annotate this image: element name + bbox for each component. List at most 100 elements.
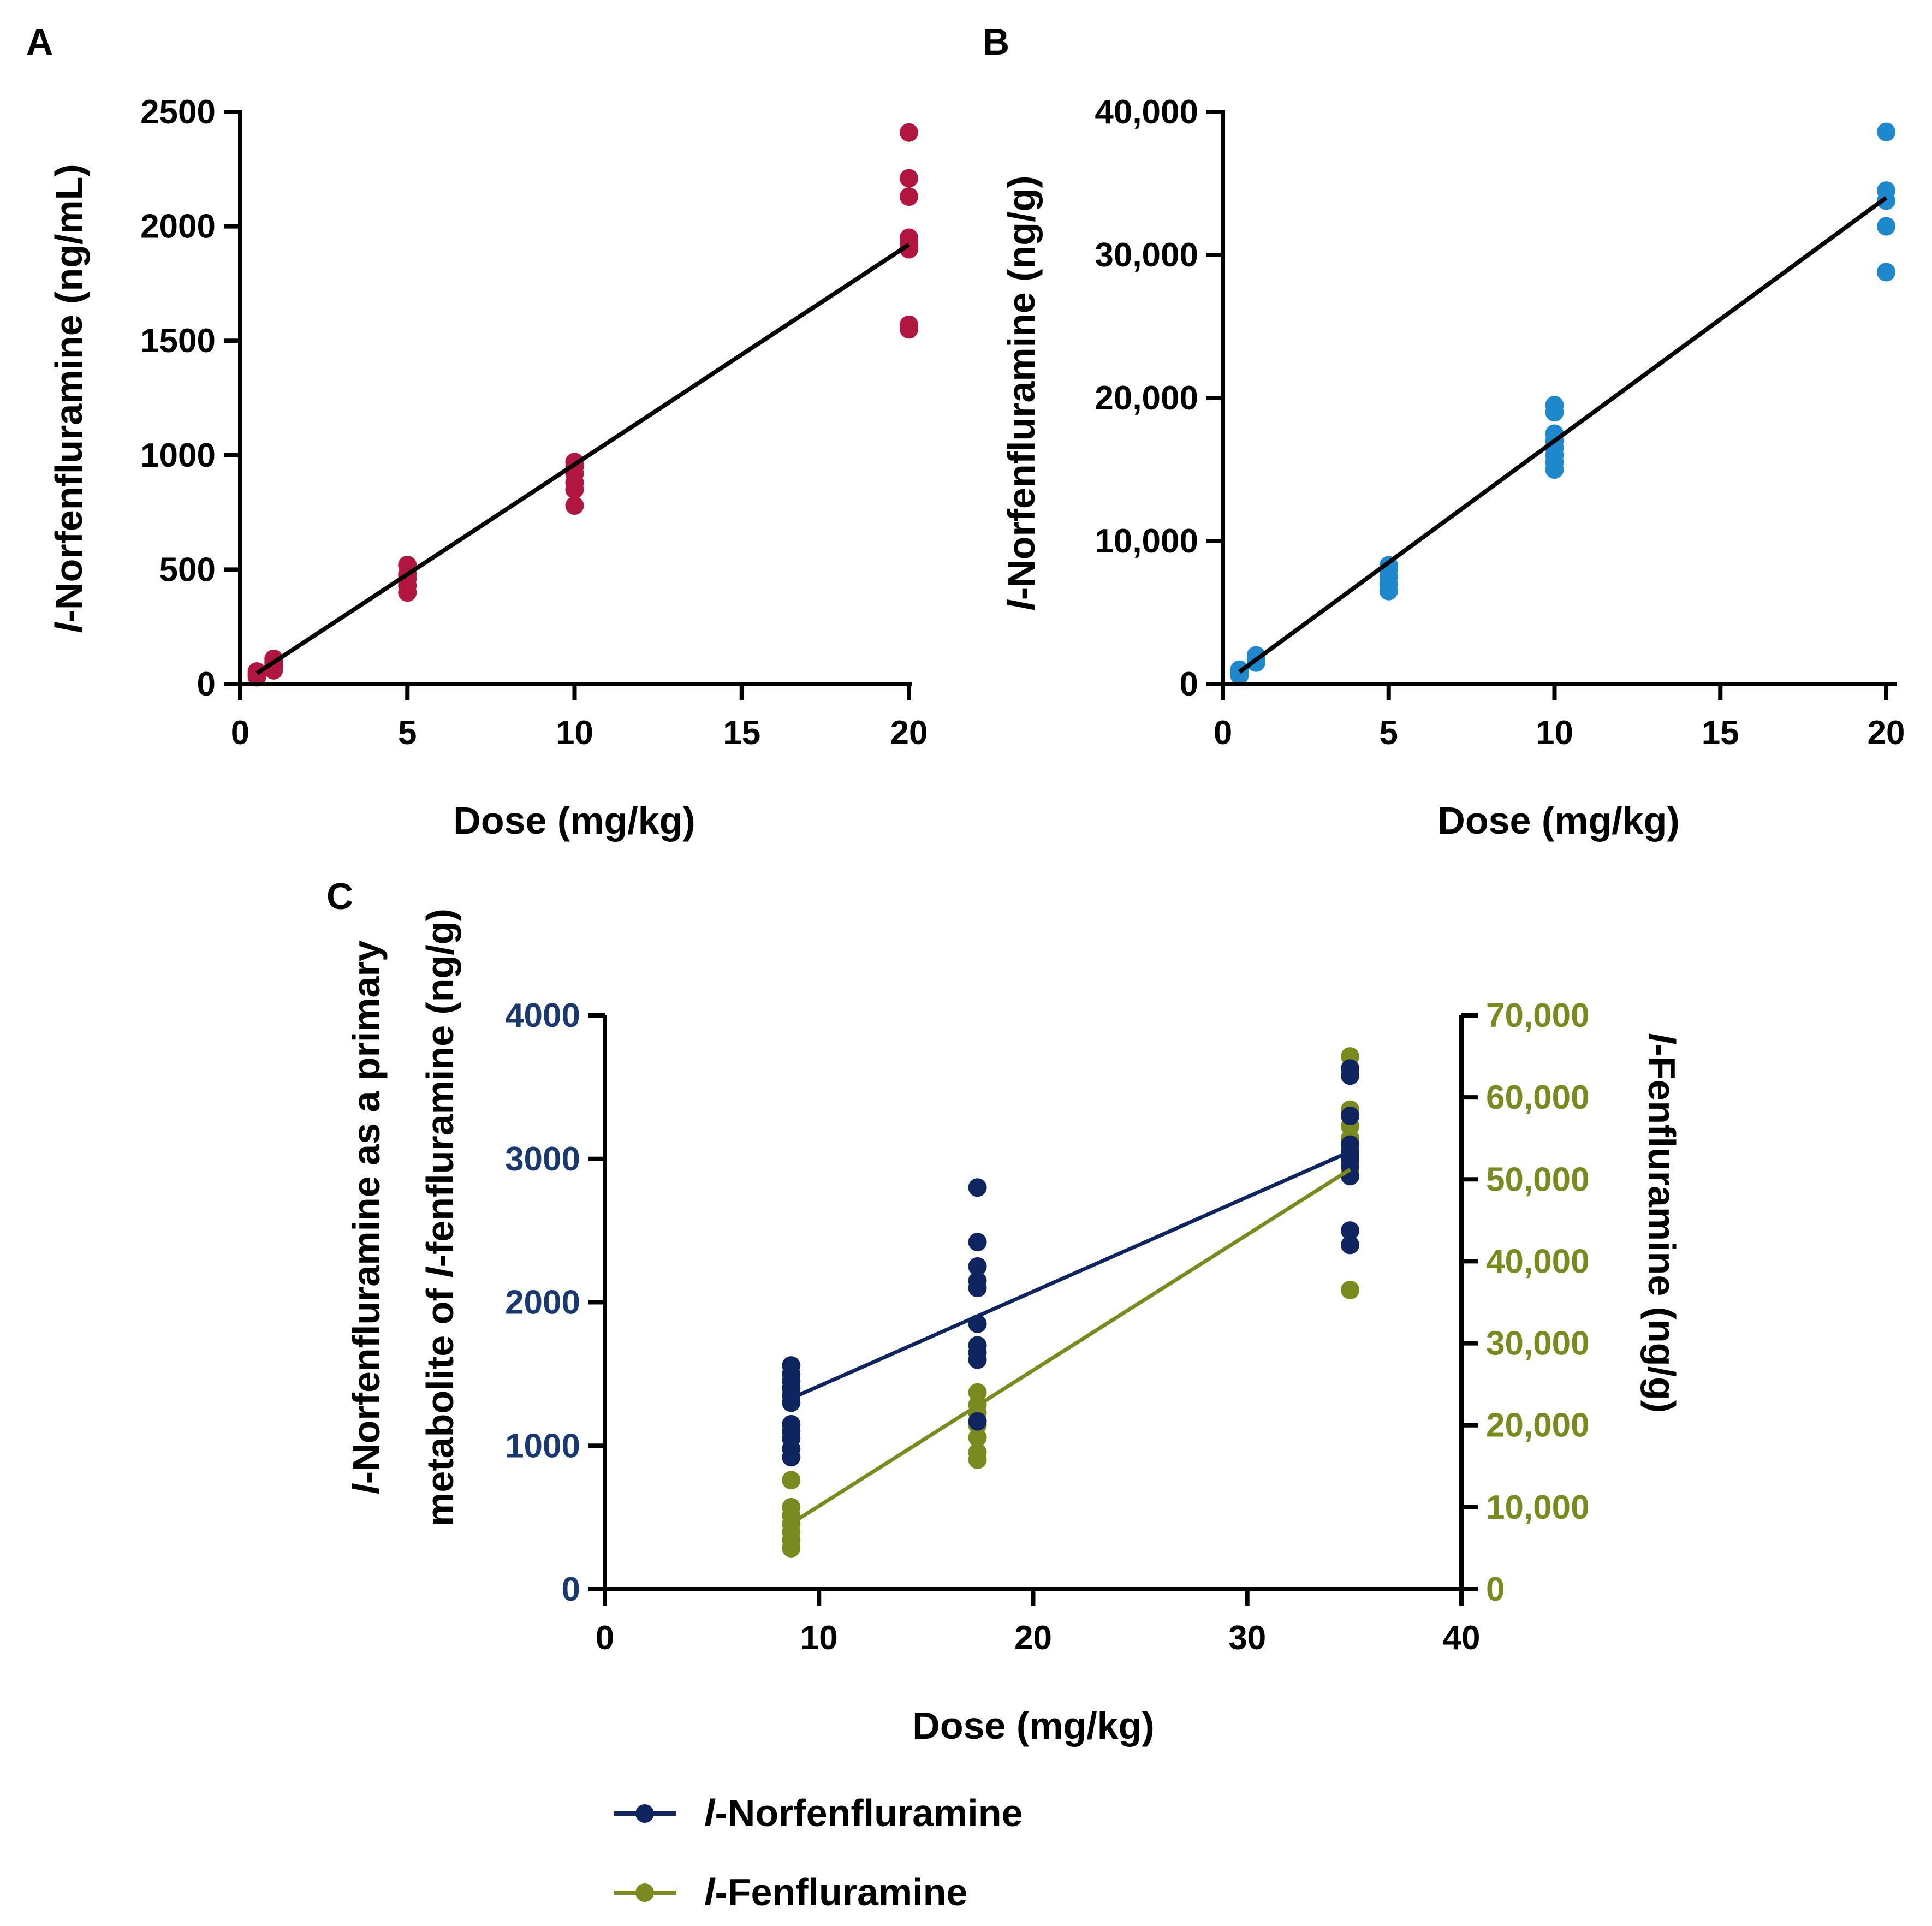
norfenfluramine-point xyxy=(968,1178,987,1197)
fenfluramine-point xyxy=(1341,1280,1360,1299)
y-tick-label: 1000 xyxy=(140,437,216,474)
fenfluramine-point xyxy=(782,1471,801,1490)
x-tick-label: 15 xyxy=(1702,714,1739,752)
panel-a-points xyxy=(247,123,918,687)
norfenfluramine-point xyxy=(968,1233,987,1252)
x-tick-label: 10 xyxy=(800,1619,838,1657)
norfenfluramine-point xyxy=(1341,1106,1360,1125)
y-tick-label: 30,000 xyxy=(1095,236,1198,274)
legend-label-norfenfluramine-italic: l xyxy=(704,1792,716,1834)
x-tick-label: 30 xyxy=(1228,1619,1266,1657)
y-tick-label: 40,000 xyxy=(1095,93,1198,131)
y-tick-label: 500 xyxy=(159,551,216,588)
y-tick-label-right: 0 xyxy=(1486,1571,1505,1608)
panel-b-x-title: Dose (mg/kg) xyxy=(1437,799,1679,842)
norfenfluramine-point xyxy=(782,1414,801,1434)
y-tick-label: 2500 xyxy=(140,93,216,131)
data-point xyxy=(1877,181,1895,200)
fenfluramine-point xyxy=(782,1497,801,1517)
panel-letter-b: B xyxy=(983,21,1009,63)
x-tick-label: 20 xyxy=(890,714,928,752)
y-tick-label-left: 0 xyxy=(562,1571,580,1608)
panel-b-y-title: l-Norfenfluramine (ng/g) xyxy=(1000,175,1043,610)
panel-a-y-title-italic: l xyxy=(47,622,90,633)
panel-c-x-title: Dose (mg/kg) xyxy=(912,1704,1154,1747)
y-tick-label-left: 2000 xyxy=(505,1284,580,1322)
y-tick-label-right: 20,000 xyxy=(1486,1407,1590,1444)
panel-c-y-ticks-right: 0 10,000 20,000 30,000 40,000 50,000 60,000 70,… xyxy=(1461,997,1590,1608)
panel-c-y-title-line1: l-Norfenfluramine as a primary xyxy=(345,940,388,1494)
panel-a-x-title: Dose (mg/kg) xyxy=(453,799,695,842)
fenfluramine-point xyxy=(968,1443,987,1462)
data-point xyxy=(565,496,584,515)
legend-marker-norfenfluramine xyxy=(635,1804,654,1823)
y-tick-label-right: 10,000 xyxy=(1486,1489,1590,1526)
legend-label-fenfluramine-rest: -Fenfluramine xyxy=(715,1871,967,1913)
panel-c-chart: 0 1000 2000 3000 4000 0 10,000 20,000 30,000 40,… xyxy=(345,908,1683,1747)
panel-a-y-ticks: 0 500 1000 1500 2000 2500 xyxy=(140,93,240,703)
panel-c-y-title-line1-rest: -Norfenfluramine as a primary xyxy=(345,940,388,1484)
panel-a-x-ticks: 0 5 10 15 20 xyxy=(231,684,928,752)
panel-c-y-title-line2-rest: -fenfluramine (ng/g) xyxy=(419,908,461,1267)
x-tick-label: 0 xyxy=(1214,714,1232,752)
panel-b-chart: 0 10,000 20,000 30,000 40,000 0 5 10 15 20 Dose … xyxy=(1000,93,1905,842)
norfenfluramine-point xyxy=(782,1356,801,1375)
panel-a-chart: 0 500 1000 1500 2000 2500 0 5 10 15 20 Dose (mg/k… xyxy=(47,93,928,842)
panel-c-x-ticks: 0 10 20 30 40 xyxy=(596,1589,1481,1657)
x-tick-label: 20 xyxy=(1014,1619,1052,1657)
panel-c-fenfluramine-points xyxy=(782,1047,1360,1558)
y-tick-label-right: 30,000 xyxy=(1486,1325,1590,1363)
panel-a-fit-line xyxy=(255,242,911,675)
y-tick-label-right: 70,000 xyxy=(1486,997,1590,1035)
x-tick-label: 15 xyxy=(723,714,760,752)
y-tick-label-right: 40,000 xyxy=(1486,1243,1590,1280)
data-point xyxy=(1877,122,1895,141)
norfenfluramine-point xyxy=(968,1336,987,1355)
norfenfluramine-point xyxy=(968,1271,987,1291)
panel-c-y-title-line1-italic: l xyxy=(345,1483,388,1495)
legend-marker-fenfluramine xyxy=(635,1883,654,1902)
x-tick-label: 5 xyxy=(398,714,417,752)
y-tick-label: 0 xyxy=(1180,665,1198,703)
panel-c-y-title-line2: metabolite of l-fenfluramine (ng/g) xyxy=(419,908,461,1526)
data-point xyxy=(1877,263,1895,282)
panel-b-y-ticks: 0 10,000 20,000 30,000 40,000 xyxy=(1095,93,1223,703)
y-tick-label: 2000 xyxy=(140,208,216,246)
panel-c-y2-title-italic: l xyxy=(1640,1033,1683,1044)
norfenfluramine-point xyxy=(968,1257,987,1276)
panel-a-y-title-rest: -Norfenfluramine (ng/mL) xyxy=(47,164,90,622)
x-tick-label: 40 xyxy=(1443,1619,1481,1657)
panel-c-y2-title-rest: -Fenfluramine (ng/g) xyxy=(1640,1043,1683,1413)
legend-label-norfenfluramine: l-Norfenfluramine xyxy=(704,1792,1023,1834)
panel-c-norfenfluramine-fit-line xyxy=(790,1150,1351,1400)
y-tick-label: 1500 xyxy=(140,322,216,360)
panel-c-norfenfluramine-points xyxy=(782,1059,1360,1467)
data-point xyxy=(900,123,918,142)
panel-c-y-title-line2-italic: l xyxy=(419,1267,461,1278)
x-tick-label: 0 xyxy=(596,1619,614,1657)
norfenfluramine-point xyxy=(1341,1221,1360,1240)
panel-b-fit-line xyxy=(1238,195,1888,674)
panel-c-y2-title: l-Fenfluramine (ng/g) xyxy=(1640,1033,1683,1413)
data-point xyxy=(1246,646,1265,665)
data-point xyxy=(1545,396,1564,415)
data-point xyxy=(900,187,918,206)
legend-label-norfenfluramine-rest: -Norfenfluramine xyxy=(715,1792,1023,1834)
norfenfluramine-point xyxy=(1341,1135,1360,1154)
panel-b-x-ticks: 0 5 10 15 20 xyxy=(1214,684,1905,752)
panel-c-y-title-line2-pre: metabolite of xyxy=(419,1278,461,1526)
x-tick-label: 0 xyxy=(231,714,249,752)
data-point xyxy=(900,169,918,188)
y-tick-label-left: 3000 xyxy=(505,1140,580,1178)
data-point xyxy=(900,315,918,334)
legend-item-norfenfluramine: l-Norfenfluramine xyxy=(614,1792,1023,1834)
panel-a-y-title: l-Norfenfluramine (ng/mL) xyxy=(47,164,90,633)
y-tick-label-right: 60,000 xyxy=(1486,1079,1590,1116)
panel-c-fenfluramine-fit-line xyxy=(790,1168,1351,1525)
legend-item-fenfluramine: l-Fenfluramine xyxy=(614,1871,967,1913)
x-tick-label: 10 xyxy=(556,714,593,752)
norfenfluramine-point xyxy=(1341,1059,1360,1078)
panel-c-legend: l-Norfenfluramine l-Fenfluramine xyxy=(614,1792,1023,1913)
data-point xyxy=(900,228,918,247)
